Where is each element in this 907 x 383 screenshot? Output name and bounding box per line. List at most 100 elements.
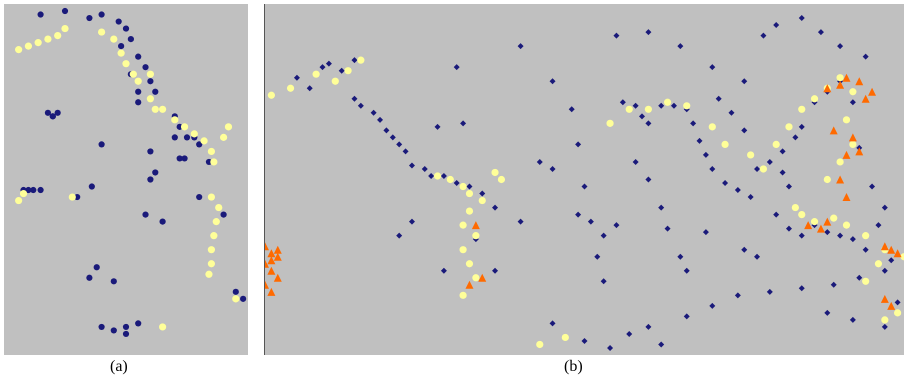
point-yellow-1-12 [146, 95, 154, 103]
point-yellow-1-45 [862, 232, 870, 240]
point-navy-0-36 [54, 109, 61, 116]
point-navy-0-119 [613, 32, 620, 39]
point-yellow-1-10 [491, 168, 499, 177]
point-navy-0-114 [728, 109, 735, 116]
point-yellow-1-48 [862, 277, 870, 285]
point-navy-0-39 [440, 267, 447, 274]
point-yellow-1-19 [210, 158, 218, 166]
point-yellow-1-24 [212, 218, 220, 226]
point-yellow-1-53 [561, 333, 569, 342]
point-navy-0-32 [135, 320, 142, 327]
point-navy-0-117 [779, 169, 786, 176]
point-navy-0-103 [645, 176, 652, 183]
point-navy-0-30 [600, 278, 607, 285]
point-navy-0-76 [798, 123, 805, 130]
point-yellow-1-9 [122, 60, 130, 68]
point-yellow-1-5 [357, 56, 365, 64]
point-navy-0-59 [632, 102, 639, 109]
point-navy-0-9 [370, 109, 377, 116]
point-navy-0-91 [849, 236, 856, 243]
point-navy-0-39 [37, 186, 44, 194]
point-yellow-1-30 [15, 196, 23, 205]
point-yellow-1-10 [129, 70, 137, 78]
point-navy-0-93 [888, 257, 895, 264]
point-yellow-1-43 [830, 214, 838, 222]
point-yellow-1-12 [478, 196, 486, 205]
point-yellow-1-41 [798, 211, 806, 219]
point-yellow-1-27 [207, 260, 215, 268]
point-navy-0-102 [632, 158, 639, 165]
point-navy-0-57 [824, 309, 831, 316]
point-yellow-1-28 [205, 270, 213, 278]
point-navy-0-28 [587, 218, 594, 225]
point-navy-0-6 [127, 36, 134, 43]
point-yellow-1-14 [171, 116, 179, 124]
point-orange-2-19 [829, 126, 838, 135]
point-navy-0-67 [702, 151, 709, 158]
point-orange-2-25 [804, 221, 813, 230]
point-navy-0-107 [683, 267, 690, 274]
point-yellow-1-23 [215, 203, 223, 212]
point-navy-0-72 [754, 165, 761, 172]
point-navy-0-17 [196, 141, 203, 148]
point-navy-0-8 [357, 102, 364, 109]
point-navy-0-40 [549, 320, 556, 327]
point-navy-0-109 [549, 165, 556, 172]
point-orange-2-23 [836, 175, 845, 184]
point-navy-0-112 [613, 222, 620, 229]
point-navy-0-34 [408, 218, 415, 225]
point-orange-2-26 [816, 224, 825, 233]
point-navy-0-65 [690, 120, 697, 127]
point-navy-0-55 [881, 323, 888, 330]
point-yellow-1-22 [644, 105, 652, 113]
point-navy-0-101 [862, 53, 869, 60]
point-navy-0-16 [421, 165, 428, 172]
point-orange-2-11 [478, 273, 487, 282]
point-yellow-1-21 [625, 105, 633, 113]
point-yellow-1-26 [721, 140, 729, 148]
point-yellow-1-31 [19, 189, 28, 198]
point-navy-0-62 [658, 102, 665, 109]
point-navy-0-27 [240, 295, 247, 302]
point-yellow-1-51 [881, 316, 889, 324]
point-yellow-1-13 [465, 207, 474, 215]
point-navy-0-21 [479, 190, 486, 197]
point-orange-2-6 [265, 280, 269, 289]
point-yellow-1-11 [497, 175, 506, 184]
point-orange-2-13 [823, 84, 832, 93]
point-navy-0-14 [402, 148, 409, 155]
point-navy-0-10 [147, 78, 154, 85]
point-yellow-1-20 [224, 123, 233, 131]
point-yellow-1-23 [663, 98, 672, 106]
point-orange-2-27 [823, 217, 832, 226]
point-navy-0-35 [396, 232, 403, 239]
point-yellow-1-37 [849, 140, 857, 148]
point-orange-2-24 [842, 193, 851, 202]
caption-b: (b) [564, 358, 583, 375]
point-yellow-1-6 [98, 28, 106, 36]
point-navy-0-22 [492, 204, 499, 211]
point-yellow-1-42 [810, 218, 819, 226]
point-navy-0-11 [383, 127, 390, 134]
point-navy-0-7 [118, 43, 125, 50]
point-orange-2-17 [868, 87, 877, 96]
point-yellow-1-2 [312, 70, 320, 78]
point-navy-0-3 [338, 67, 345, 74]
point-orange-2-16 [855, 77, 864, 86]
point-navy-0-120 [645, 29, 652, 36]
point-navy-0-113 [715, 95, 722, 102]
point-navy-0-80 [849, 99, 856, 106]
point-navy-0-31 [122, 330, 130, 338]
point-navy-0-26 [232, 288, 239, 295]
point-orange-2-20 [848, 133, 857, 142]
point-navy-0-110 [575, 211, 582, 218]
scatter-panel-a [4, 4, 248, 355]
point-navy-0-84 [881, 204, 888, 211]
point-yellow-1-9 [465, 189, 474, 198]
scatter-panel-b [264, 4, 904, 355]
point-orange-2-29 [887, 245, 896, 254]
point-orange-2-22 [842, 150, 851, 159]
point-yellow-1-11 [134, 77, 142, 85]
point-navy-0-7 [351, 95, 358, 102]
point-navy-0-41 [581, 337, 588, 344]
